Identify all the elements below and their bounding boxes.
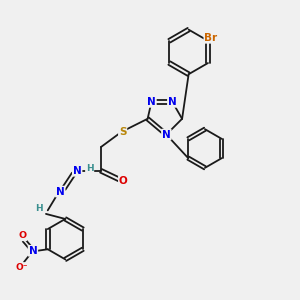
Text: H: H xyxy=(86,164,94,173)
Text: O: O xyxy=(18,231,26,240)
Text: O: O xyxy=(119,176,128,186)
Text: N: N xyxy=(56,187,64,196)
Text: N: N xyxy=(147,97,156,107)
Text: N: N xyxy=(28,246,37,256)
Text: N: N xyxy=(168,97,177,107)
Text: H: H xyxy=(35,204,42,213)
Text: N: N xyxy=(162,130,171,140)
Text: Br: Br xyxy=(204,33,218,43)
Text: S: S xyxy=(119,127,126,136)
Text: O⁻: O⁻ xyxy=(15,263,28,272)
Text: N: N xyxy=(73,166,82,176)
